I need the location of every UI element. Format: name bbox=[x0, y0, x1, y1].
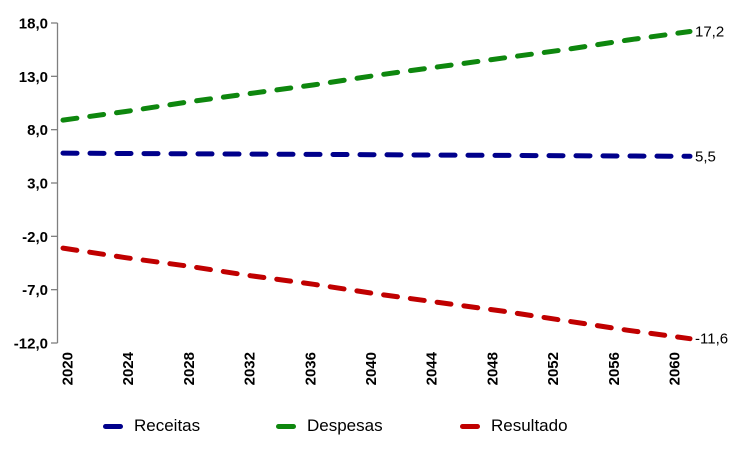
x-axis-tick-label: 2060 bbox=[667, 352, 684, 385]
series-line-despesas bbox=[60, 29, 693, 123]
x-axis-tick-label: 2056 bbox=[606, 352, 623, 385]
legend-label: Despesas bbox=[307, 416, 383, 435]
x-axis-tick-label: 2036 bbox=[302, 352, 319, 385]
y-axis-tick-label: -7,0 bbox=[22, 282, 48, 299]
y-axis-tick-label: 8,0 bbox=[27, 122, 48, 139]
legend-item-despesas: Despesas bbox=[276, 417, 383, 435]
y-axis-tick-label: 3,0 bbox=[27, 176, 48, 193]
y-axis-tick-label: -2,0 bbox=[22, 229, 48, 246]
series-end-label: 5,5 bbox=[695, 148, 716, 165]
x-axis-tick-label: 2052 bbox=[545, 352, 562, 385]
resultado-dash-icon bbox=[460, 423, 480, 429]
y-axis-tick-label: 13,0 bbox=[19, 69, 48, 86]
series-end-label: -11,6 bbox=[695, 331, 728, 348]
series-line-receitas bbox=[60, 150, 693, 159]
y-axis-tick-label: 18,0 bbox=[19, 16, 48, 33]
legend-item-resultado: Resultado bbox=[460, 417, 568, 435]
x-axis-tick-label: 2028 bbox=[181, 352, 198, 385]
x-axis-tick-label: 2024 bbox=[120, 351, 137, 385]
series-end-label: 17,2 bbox=[695, 24, 724, 41]
x-axis-tick-label: 2048 bbox=[484, 352, 501, 385]
x-axis-tick-label: 2032 bbox=[242, 352, 259, 385]
y-axis-tick-label: -12,0 bbox=[14, 336, 48, 353]
series-line-resultado bbox=[60, 245, 693, 342]
receitas-dash-icon bbox=[103, 423, 123, 429]
legend-label: Receitas bbox=[134, 416, 201, 435]
x-axis-tick-label: 2020 bbox=[60, 352, 77, 385]
despesas-dash-icon bbox=[276, 423, 296, 429]
x-axis-tick-label: 2044 bbox=[424, 351, 441, 385]
legend-item-receitas: Receitas bbox=[103, 417, 200, 435]
x-axis-tick-label: 2040 bbox=[363, 352, 380, 385]
legend-label: Resultado bbox=[491, 416, 568, 435]
